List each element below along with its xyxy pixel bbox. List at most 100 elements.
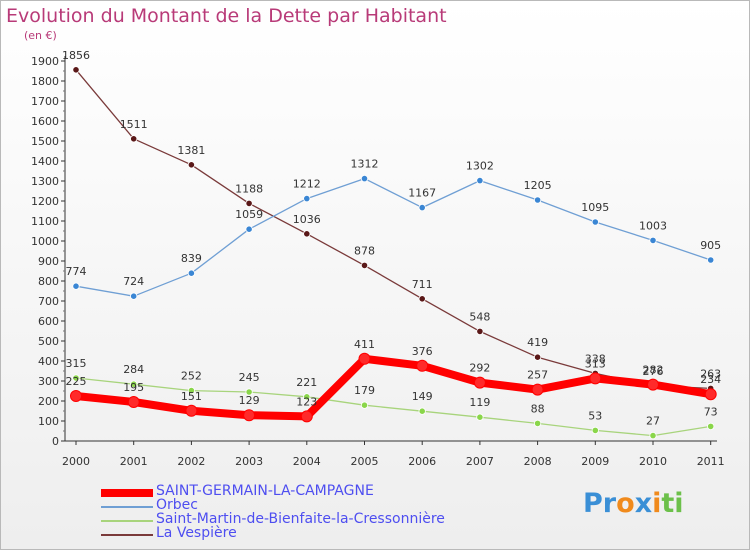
data-point [649,236,657,244]
y-tick-label: 400 [38,355,59,368]
x-tick-label: 2007 [466,455,494,468]
data-point [704,388,717,401]
legend-label: Saint-Martin-de-Bienfaite-la-Cressonnièr… [156,511,445,527]
x-tick-label: 2000 [62,455,90,468]
y-tick-label: 1200 [31,195,59,208]
legend-swatch [101,520,153,522]
data-point [533,196,542,204]
data-point [591,218,599,226]
data-point [476,413,484,421]
y-tick-label: 700 [38,295,59,308]
data-point [476,327,484,335]
data-point [418,407,426,415]
y-tick-label: 1300 [31,175,59,188]
data-label: 338 [585,352,606,365]
data-label: 1036 [293,213,321,226]
data-point [473,376,486,389]
data-point [130,135,138,143]
x-tick-label: 2005 [351,455,379,468]
data-label: 27 [646,415,660,428]
y-tick-label: 1500 [31,135,59,148]
data-label: 548 [469,310,490,323]
data-point [72,374,80,382]
data-point [418,295,426,303]
data-label: 1188 [235,182,263,195]
y-tick-label: 1800 [31,75,59,88]
legend-swatch [101,489,153,497]
data-label: 1059 [235,208,263,221]
data-point [591,426,599,434]
data-label: 245 [239,371,260,384]
data-point [127,396,140,408]
data-point [418,204,426,212]
data-label: 839 [181,252,202,265]
data-label: 276 [643,365,664,378]
data-point [187,269,195,277]
data-point [707,256,715,264]
series-line [75,177,712,297]
data-point [707,422,715,430]
data-label: 313 [585,357,606,370]
logo-letter: x [634,488,653,519]
data-label: 234 [700,373,721,386]
data-label: 195 [123,381,144,394]
x-tick-label: 2008 [524,455,552,468]
data-label: 88 [531,402,545,415]
legend-swatch [101,506,153,508]
data-point [245,388,253,396]
data-point [72,66,80,74]
data-label: 1511 [120,118,148,131]
data-point [303,393,311,401]
series-line [75,377,712,437]
proxiti-logo: Proxiti [583,488,684,519]
y-tick-label: 1000 [31,235,59,248]
y-tick-label: 1600 [31,115,59,128]
data-point [187,161,195,169]
legend-item: SAINT-GERMAIN-LA-CAMPAGNE [101,483,521,500]
legend-label: SAINT-GERMAIN-LA-CAMPAGNE [156,483,374,499]
y-tick-label: 1900 [31,55,59,68]
data-label: 905 [700,239,721,252]
data-point [533,419,542,427]
data-point [72,282,80,290]
data-label: 151 [181,390,202,403]
data-label: 292 [469,362,490,375]
logo-letter: t [661,488,675,519]
x-tick-label: 2001 [120,455,148,468]
y-tick-label: 1400 [31,155,59,168]
data-label: 179 [354,384,375,397]
series-line [72,354,715,421]
data-point [303,195,311,203]
data-label: 263 [700,367,721,380]
unit-label: (en €) [24,29,57,42]
data-label: 1205 [524,179,552,192]
y-tick-label: 900 [38,255,59,268]
data-point [416,359,429,372]
data-point [245,199,253,207]
data-label: 1381 [177,144,205,157]
data-label: 411 [354,338,375,351]
data-point [70,390,82,402]
data-point [185,404,198,417]
data-label: 315 [66,357,87,370]
legend-swatch [101,534,153,536]
y-tick-label: 300 [38,375,59,388]
data-point [358,352,371,365]
data-label: 53 [588,409,602,422]
data-label: 376 [412,345,433,358]
y-tick-label: 600 [38,315,59,328]
data-label: 1003 [639,219,667,232]
data-point [360,401,369,409]
logo-letter: r [602,488,617,519]
legend-item: Saint-Martin-de-Bienfaite-la-Cressonnièr… [101,511,521,528]
logo-letter: P [583,488,603,519]
x-tick-label: 2011 [697,455,725,468]
data-label: 419 [527,336,548,349]
data-label: 1302 [466,160,494,173]
legend-label: La Vespière [156,525,237,541]
data-point [589,372,602,385]
data-label: 1167 [408,187,436,200]
data-point [243,409,256,422]
